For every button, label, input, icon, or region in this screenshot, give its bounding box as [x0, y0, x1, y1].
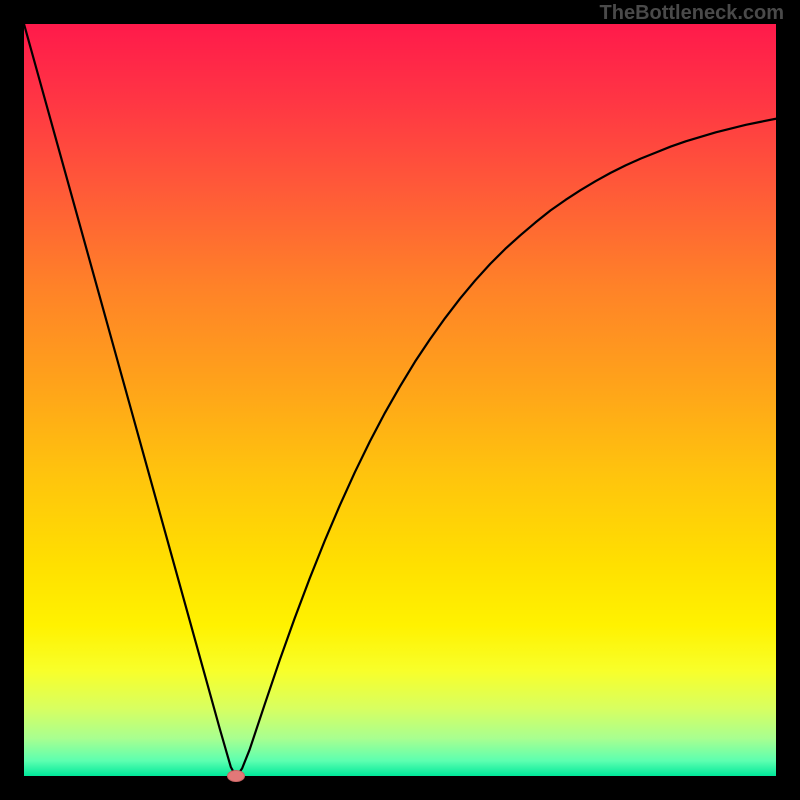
chart-container: { "meta": { "watermark": "TheBottleneck.… — [0, 0, 800, 800]
curve-svg — [24, 24, 776, 776]
watermark-label: TheBottleneck.com — [600, 2, 784, 25]
bottleneck-curve — [24, 24, 776, 774]
plot-area — [24, 24, 776, 776]
count-marker — [227, 770, 245, 782]
